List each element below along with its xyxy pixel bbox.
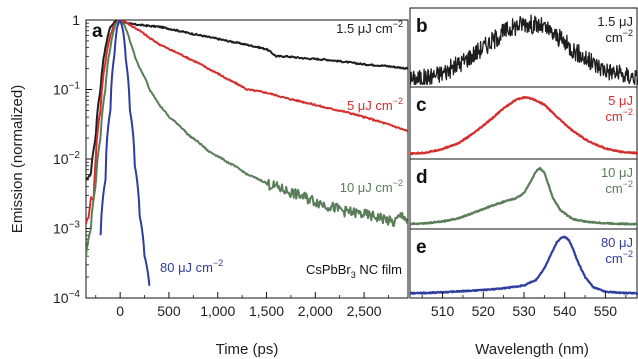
x-tick-label: 510 bbox=[431, 303, 455, 319]
y-tick-base: 10 bbox=[53, 221, 69, 237]
spectrum-label-exp: −2 bbox=[623, 107, 633, 117]
y-tick-label: 1 bbox=[72, 12, 80, 28]
y-tick-exp: −3 bbox=[69, 220, 81, 231]
annotation-sub: 3 bbox=[351, 270, 356, 280]
spectrum-line bbox=[409, 95, 638, 156]
series-label-main: 5 μJ cm bbox=[347, 98, 393, 113]
x-axis-title: Wavelength (nm) bbox=[475, 341, 589, 358]
spectrum-label-exp: −2 bbox=[623, 28, 633, 38]
spectrum-label-line2: cm−2 bbox=[605, 179, 633, 196]
series-label-exp: −2 bbox=[393, 96, 403, 106]
panel-letter-c: c bbox=[416, 95, 427, 116]
spectrum-label-unit: cm bbox=[605, 30, 622, 45]
x-tick-label: 540 bbox=[553, 303, 577, 319]
spectrum-label-line2: cm−2 bbox=[605, 107, 633, 124]
spectrum-label-line2: cm−2 bbox=[605, 249, 633, 266]
series-label: 10 μJ cm−2 bbox=[340, 178, 403, 195]
annotation-rest: NC film bbox=[356, 262, 402, 277]
x-axis-title: Time (ps) bbox=[216, 341, 279, 358]
panel-letter-a: a bbox=[92, 21, 103, 42]
y-tick-label: 10−3 bbox=[53, 220, 80, 237]
x-tick-label: 500 bbox=[157, 303, 181, 319]
y-tick-exp: −2 bbox=[69, 150, 81, 161]
spectrum-label-exp: −2 bbox=[623, 179, 633, 189]
panel-letter-d: d bbox=[416, 167, 428, 188]
spectrum-label-unit: cm bbox=[605, 109, 622, 124]
series-label-main: 1.5 μJ cm bbox=[336, 21, 393, 36]
x-tick-label: 550 bbox=[594, 303, 618, 319]
series-line bbox=[86, 20, 408, 224]
spectrum-label-exp: −2 bbox=[623, 249, 633, 259]
panel-letter-b: b bbox=[416, 16, 428, 37]
series-label-main: 80 μJ cm bbox=[160, 260, 213, 275]
x-tick-label: 1,500 bbox=[249, 303, 284, 319]
series-label: 80 μJ cm−2 bbox=[160, 258, 223, 275]
series-line bbox=[86, 20, 408, 257]
y-tick-base: 10 bbox=[53, 290, 69, 306]
film-annotation: CsPbBr3 NC film bbox=[306, 262, 402, 280]
y-tick-label: 10−1 bbox=[53, 81, 80, 98]
spectrum-label-line1: 80 μJ bbox=[601, 235, 633, 250]
y-tick-label: 10−4 bbox=[53, 289, 80, 306]
series-label: 1.5 μJ cm−2 bbox=[336, 19, 403, 36]
spectrum-line bbox=[409, 235, 638, 295]
panel-a: 110−110−210−310−40 500 1,000 1,500 2,000 2,50… bbox=[9, 12, 409, 358]
y-axis-title: Emission (normalized) bbox=[9, 85, 26, 233]
y-tick-base: 10 bbox=[53, 151, 69, 167]
x-tick-label: 2,000 bbox=[298, 303, 333, 319]
spectrum-line bbox=[409, 166, 638, 226]
y-tick-base: 10 bbox=[53, 82, 69, 98]
annotation-main: CsPbBr bbox=[306, 262, 351, 277]
panel-letter-e: e bbox=[416, 237, 427, 258]
series-line bbox=[99, 20, 151, 286]
series-label-exp: −2 bbox=[213, 258, 223, 268]
series-line bbox=[86, 20, 408, 180]
y-tick-exp: −1 bbox=[69, 81, 81, 92]
spectrum-label-unit: cm bbox=[605, 181, 622, 196]
series-label-main: 10 μJ cm bbox=[340, 180, 393, 195]
spectrum-label-line2: cm−2 bbox=[605, 28, 633, 45]
series-label-exp: −2 bbox=[393, 19, 403, 29]
y-tick-label: 10−2 bbox=[53, 150, 80, 167]
series-label: 5 μJ cm−2 bbox=[347, 96, 403, 113]
y-tick-base: 1 bbox=[72, 12, 80, 28]
spectrum-line bbox=[409, 14, 638, 85]
y-tick-exp: −4 bbox=[69, 289, 81, 300]
x-tick-label: 2,500 bbox=[347, 303, 382, 319]
spectrum-label-line1: 5 μJ bbox=[608, 93, 633, 108]
spectrum-label-line1: 10 μJ bbox=[601, 165, 633, 180]
spectrum-label-unit: cm bbox=[605, 251, 622, 266]
x-tick-label: 520 bbox=[472, 303, 496, 319]
x-tick-label: 530 bbox=[512, 303, 536, 319]
x-tick-label: 1,000 bbox=[200, 303, 235, 319]
series-label-exp: −2 bbox=[393, 178, 403, 188]
spectrum-label-line1: 1.5 μJ bbox=[597, 14, 633, 29]
x-tick-label: 0 bbox=[116, 303, 124, 319]
